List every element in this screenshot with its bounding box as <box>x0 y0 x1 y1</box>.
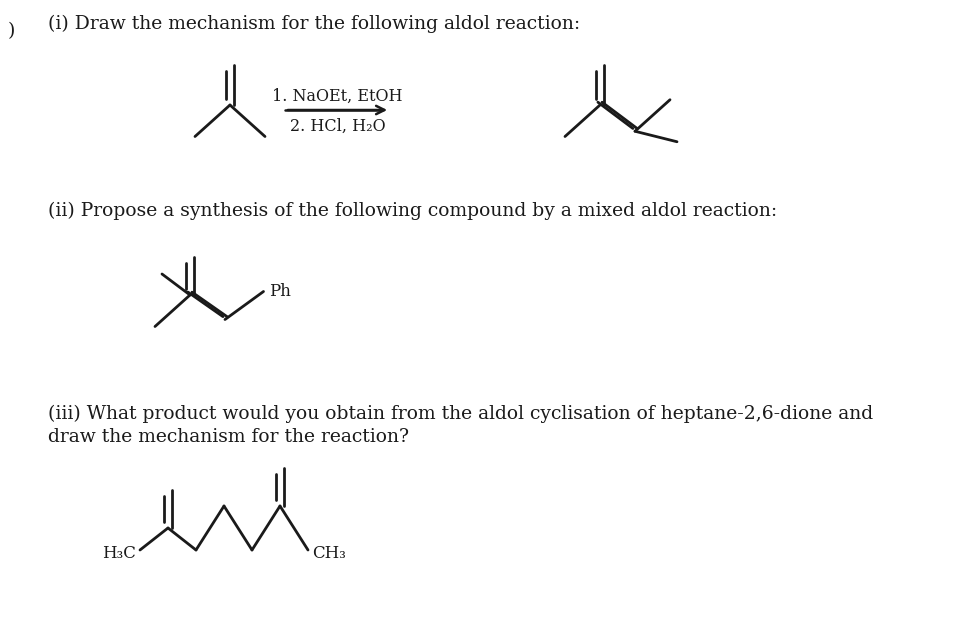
Text: H₃C: H₃C <box>102 544 136 561</box>
Text: 1. NaOEt, EtOH: 1. NaOEt, EtOH <box>272 88 402 105</box>
Text: 2. HCl, H₂O: 2. HCl, H₂O <box>290 118 385 135</box>
Text: (i) Draw the mechanism for the following aldol reaction:: (i) Draw the mechanism for the following… <box>48 15 580 34</box>
Text: Ph: Ph <box>269 283 292 300</box>
Text: draw the mechanism for the reaction?: draw the mechanism for the reaction? <box>48 428 409 446</box>
Text: (ii) Propose a synthesis of the following compound by a mixed aldol reaction:: (ii) Propose a synthesis of the followin… <box>48 202 778 220</box>
Text: (iii) What product would you obtain from the aldol cyclisation of heptane-2,6-di: (iii) What product would you obtain from… <box>48 405 873 423</box>
Text: ): ) <box>8 22 16 40</box>
Text: CH₃: CH₃ <box>312 544 346 561</box>
